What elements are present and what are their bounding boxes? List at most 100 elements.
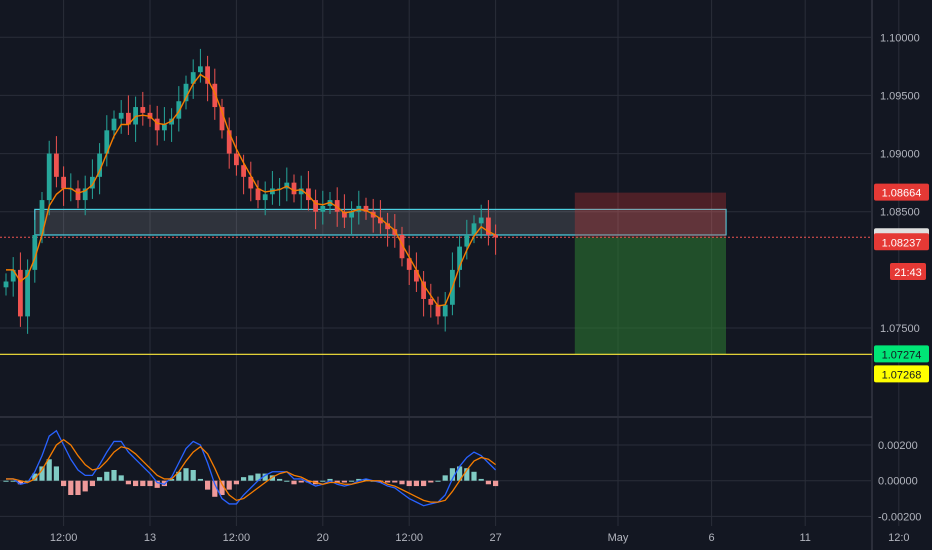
candle-body xyxy=(428,298,434,305)
candle-body xyxy=(183,83,189,102)
macd-histogram-bar xyxy=(457,466,463,481)
candle-body xyxy=(198,66,203,73)
macd-histogram-bar xyxy=(68,480,74,495)
stop-loss-box[interactable] xyxy=(574,192,726,238)
time-tick-label: 12:00 xyxy=(223,532,251,544)
time-tick-label: 6 xyxy=(709,532,715,544)
price-tick-label: 1.08500 xyxy=(880,207,920,219)
candle-body xyxy=(241,165,246,177)
price-label-box xyxy=(874,345,929,363)
candle-body xyxy=(298,188,304,195)
macd-histogram-bar xyxy=(104,471,110,481)
macd-histogram-bar xyxy=(205,480,211,490)
macd-histogram-bar xyxy=(305,480,311,483)
candle-body xyxy=(118,112,124,119)
time-axis[interactable]: 12:00 13 12:00 20 12:00 27 May 6 11 12:0 xyxy=(50,532,910,544)
candle-body xyxy=(262,194,268,201)
macd-histogram-bar xyxy=(233,480,239,485)
macd-histogram-bar xyxy=(118,475,124,481)
macd-histogram-bar xyxy=(284,480,290,482)
time-tick-label: 11 xyxy=(799,532,810,544)
candle-body xyxy=(406,258,412,270)
macd-histogram-bar xyxy=(241,477,247,481)
macd-histogram-bar xyxy=(46,459,52,481)
macd-histogram-bar xyxy=(97,477,103,481)
macd-histogram-bar xyxy=(464,468,470,481)
candle-body xyxy=(205,66,210,84)
macd-histogram-bar xyxy=(154,480,160,488)
candle-body xyxy=(190,72,196,84)
macd-histogram-bar xyxy=(25,480,31,482)
candle-body xyxy=(3,281,9,288)
price-tick-label: 1.07500 xyxy=(880,323,920,335)
macd-histogram-bar xyxy=(125,480,131,485)
price-axis[interactable]: 1.10000 1.09500 1.09000 1.08500 1.07500 xyxy=(880,32,920,335)
candle-body xyxy=(421,281,426,299)
candle-body xyxy=(442,304,448,317)
macd-histogram-bar xyxy=(39,466,45,481)
candle-body xyxy=(493,234,498,238)
candle-body xyxy=(212,83,218,108)
price-label-text: 1.08664 xyxy=(882,188,922,200)
candle-body xyxy=(140,107,146,113)
candle-body xyxy=(61,176,66,189)
macd-histogram-bar xyxy=(147,480,153,487)
candle-body xyxy=(90,176,95,189)
candle-body xyxy=(75,188,81,201)
candle-body xyxy=(457,246,462,270)
candle-body xyxy=(435,304,441,317)
macd-histogram-bar xyxy=(133,480,139,487)
macd-tick-label: 0.00000 xyxy=(878,476,918,488)
candle-body xyxy=(471,223,477,235)
macd-histogram-bar xyxy=(442,475,448,481)
macd-histogram-bar xyxy=(320,480,326,482)
candle-body xyxy=(219,107,225,131)
time-tick-label: 12:00 xyxy=(50,532,78,544)
macd-histogram-bar xyxy=(140,480,146,487)
candle-body xyxy=(54,153,59,177)
macd-histogram-bar xyxy=(478,478,484,481)
time-tick-label: 27 xyxy=(489,532,501,544)
candle-body xyxy=(363,205,369,212)
macd-histogram-bar xyxy=(3,480,9,482)
macd-histogram-bar xyxy=(212,480,218,497)
macd-histogram-bar xyxy=(75,480,81,495)
candle-body xyxy=(162,124,167,131)
macd-histogram-bar xyxy=(269,475,275,481)
price-tick-label: 1.10000 xyxy=(880,32,920,44)
candle-body xyxy=(97,153,102,177)
moving-average-line xyxy=(6,73,496,307)
macd-histogram-bar xyxy=(349,480,355,482)
macd-histogram-bar xyxy=(363,478,369,481)
macd-histogram-bar xyxy=(385,480,391,483)
price-label-text: 21:43 xyxy=(894,267,922,279)
macd-histogram-bar xyxy=(428,480,434,483)
candle-body xyxy=(313,200,318,212)
macd-histogram-bar xyxy=(248,475,254,481)
price-label-box xyxy=(890,263,926,281)
macd-histogram-bar xyxy=(341,480,347,483)
macd-axis[interactable]: 0.00200 0.00000 -0.00200 xyxy=(878,440,921,523)
macd-pane[interactable] xyxy=(3,429,499,507)
macd-histogram-bar xyxy=(226,480,232,490)
macd-histogram-bar xyxy=(82,480,88,492)
macd-histogram-bar xyxy=(53,466,59,481)
time-tick-label: May xyxy=(608,532,629,544)
time-tick-label: 12:0 xyxy=(888,532,909,544)
macd-histogram-bar xyxy=(399,480,405,485)
take-profit-box[interactable] xyxy=(574,237,726,355)
macd-histogram-bar xyxy=(449,468,455,481)
candle-body xyxy=(111,118,117,131)
macd-histogram-bar xyxy=(89,480,95,487)
candle-body xyxy=(32,234,38,270)
candle-body xyxy=(320,205,326,212)
macd-histogram-bar xyxy=(485,480,491,485)
candle-body xyxy=(46,153,52,201)
macd-line xyxy=(6,429,497,507)
price-pane[interactable] xyxy=(0,48,872,355)
macd-histogram-bar xyxy=(183,468,189,481)
candle-body xyxy=(378,217,383,224)
